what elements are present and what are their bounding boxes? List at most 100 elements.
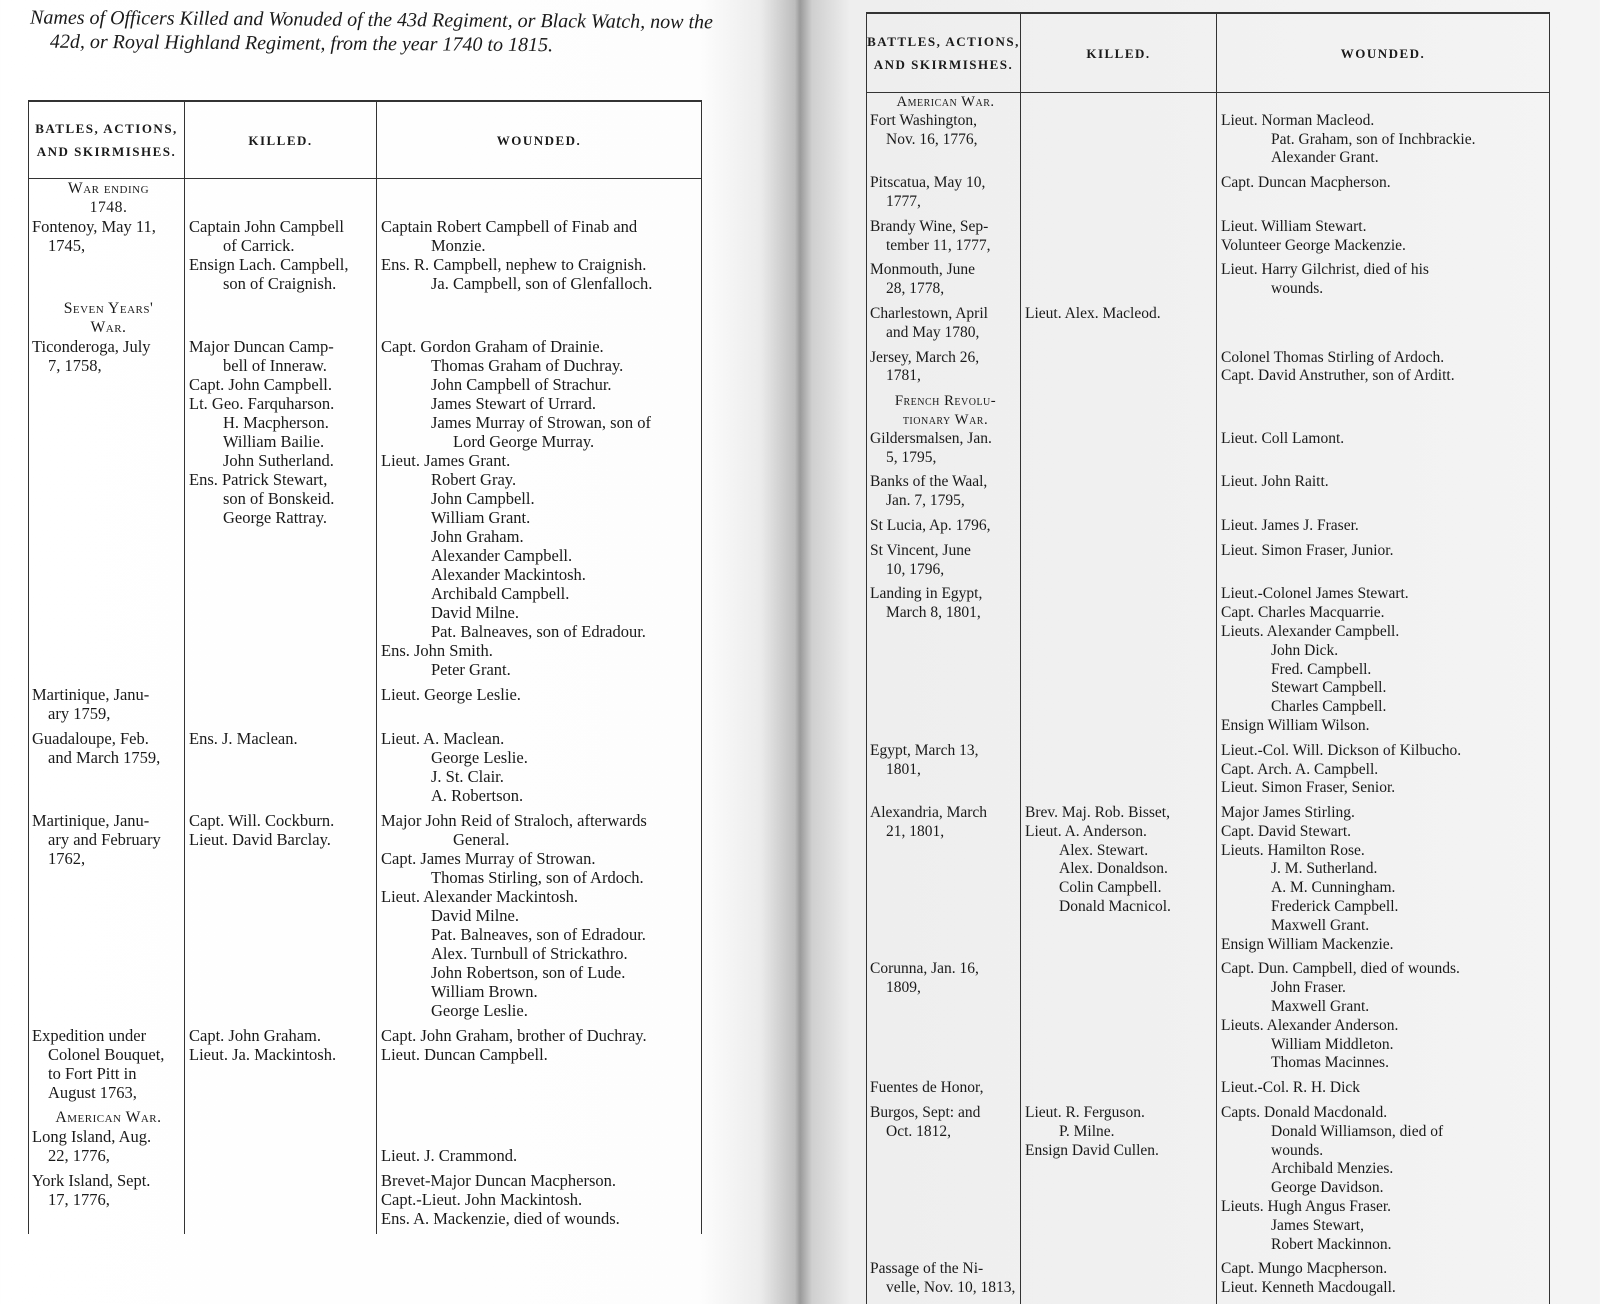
battle-name: Charlestown, April xyxy=(870,304,988,322)
wounded-officer: Capt. Arch. A. Campbell. xyxy=(1221,760,1379,778)
war-heading: Seven Years' xyxy=(63,300,154,317)
wounded-officer: Capt. Duncan Macpherson. xyxy=(1221,174,1391,192)
battle-cell: Expedition under Colonel Bouquet, to Fort … xyxy=(29,1026,185,1108)
battle-cell: York Island, Sept. 17, 1776, xyxy=(29,1171,185,1234)
wounded-officer: David Milne. xyxy=(431,906,519,925)
war-heading: War. xyxy=(90,319,127,336)
wounded-officer: Lieut. John Raitt. xyxy=(1221,473,1329,491)
battle-cell: Guadaloupe, Feb. and March 1759, xyxy=(29,729,185,811)
wounded-officer: Lieut. Harry Gilchrist, died of his xyxy=(1221,261,1429,279)
battle-name: Expedition under xyxy=(32,1026,147,1045)
wounded-officer: Lieut.-Colonel James Stewart. xyxy=(1221,585,1409,603)
wounded-officer: Ensign William Mackenzie. xyxy=(1221,935,1394,953)
table-body: American War. Fort Washington, Nov. 16, 17… xyxy=(867,93,1549,1304)
wounded-officer: John Fraser. xyxy=(1271,979,1346,997)
battle-name: Passage of the Ni- xyxy=(870,1260,984,1278)
wounded-cell: Lieut.-Col. Will. Dickson of Kilbucho. Ca… xyxy=(1217,742,1549,804)
wounded-cell: Capt. Mungo Macpherson. Lieut. Kenneth Ma… xyxy=(1217,1260,1549,1304)
wounded-officer: Lieut. Kenneth Macdougall. xyxy=(1221,1279,1396,1297)
wounded-officer: Lieut. William Stewart. xyxy=(1221,217,1367,235)
wounded-officer: Lieuts. Alexander Anderson. xyxy=(1221,1016,1399,1034)
wounded-officer: George Davidson. xyxy=(1271,1179,1384,1197)
battle-name: Martinique, Janu- xyxy=(32,685,150,704)
battle-cell: Charlestown, April and May 1780, xyxy=(867,305,1021,349)
killed-officer: Lieut. Alex. Macleod. xyxy=(1025,304,1161,322)
wounded-cell: Lieut. Simon Fraser, Junior. xyxy=(1217,542,1549,586)
wounded-officer: Stewart Campbell. xyxy=(1271,679,1387,697)
battle-cell: American War. Fort Washington, Nov. 16, 17… xyxy=(867,93,1021,174)
wounded-cell: Lieut. J. Crammond. xyxy=(377,1108,701,1171)
column-rule xyxy=(376,179,377,1234)
battle-name: Ticonderoga, July xyxy=(32,337,151,356)
wounded-officer: Lieut. Simon Fraser, Junior. xyxy=(1221,541,1394,559)
wounded-cell: Lieut. Coll Lamont. xyxy=(1217,392,1549,473)
killed-cell xyxy=(185,685,377,729)
killed-cell xyxy=(1021,585,1217,741)
wounded-cell: Lieut.-Colonel James Stewart. Capt. Charl… xyxy=(1217,585,1549,741)
battle-cell: Burgos, Sept: and Oct. 1812, xyxy=(867,1104,1021,1260)
wounded-officer: Lieut. James J. Fraser. xyxy=(1221,516,1359,534)
killed-officer: Major Duncan Camp- xyxy=(189,337,334,356)
killed-officer: Brev. Maj. Rob. Bisset, xyxy=(1025,804,1170,822)
killed-officer: Alex. Stewart. xyxy=(1059,841,1149,859)
wounded-officer: Lieut. Simon Fraser, Senior. xyxy=(1221,779,1396,797)
killed-cell: Lieut. Alex. Macleod. xyxy=(1021,305,1217,349)
spacer xyxy=(189,299,377,318)
wounded-officer: Thomas Stirling, son of Ardoch. xyxy=(431,868,644,887)
battle-name: St Vincent, June xyxy=(870,541,971,559)
battle-cell: St Lucia, Ap. 1796, xyxy=(867,517,1021,542)
wounded-officer: William Brown. xyxy=(431,982,538,1001)
table-header: BATTLES, ACTIONS, AND SKIRMISHES. KILLED… xyxy=(867,14,1549,93)
wounded-officer: Lieut. A. Maclean. xyxy=(381,729,505,748)
killed-cell: Brev. Maj. Rob. Bisset, Lieut. A. Anderso… xyxy=(1021,804,1217,960)
wounded-officer: Ens. A. Mackenzie, died of wounds. xyxy=(381,1209,620,1228)
killed-officer: John Sutherland. xyxy=(223,451,334,470)
killed-officer: William Bailie. xyxy=(223,432,325,451)
battle-name: ary 1759, xyxy=(48,704,111,723)
battle-name: Pitscatua, May 10, xyxy=(870,174,986,192)
killed-cell xyxy=(1021,392,1217,473)
wounded-officer: Donald Williamson, died of xyxy=(1271,1122,1444,1140)
killed-officer: Ens. J. Maclean. xyxy=(189,729,298,748)
wounded-officer: Charles Campbell. xyxy=(1271,698,1387,716)
battle-cell: French Revolu-tionary War. Gildersmalsen,… xyxy=(867,392,1021,473)
page-title: Names of Officers Killed and Wonuded of … xyxy=(30,6,714,57)
killed-cell xyxy=(1021,517,1217,542)
battle-name: 1745, xyxy=(48,236,86,255)
killed-officer: Lieut. A. Anderson. xyxy=(1025,822,1147,840)
wounded-officer: George Leslie. xyxy=(431,1001,528,1020)
battle-name: Jan. 7, 1795, xyxy=(886,492,965,510)
spacer xyxy=(381,179,701,198)
killed-cell: Captain John Campbell of Carrick. Ensign L… xyxy=(185,179,377,299)
spacer xyxy=(1221,93,1549,112)
battle-cell: Fuentes de Honor, xyxy=(867,1079,1021,1104)
wounded-cell: Lieut. A. Maclean. George Leslie. J. St. C… xyxy=(377,729,701,811)
spacer xyxy=(189,318,377,337)
battle-name: Gildersmalsen, Jan. xyxy=(870,429,992,447)
killed-cell xyxy=(1021,1079,1217,1104)
wounded-officer: A. M. Cunningham. xyxy=(1271,879,1396,897)
column-rule xyxy=(184,179,185,1234)
battle-name: 7, 1758, xyxy=(48,356,102,375)
wounded-officer: Maxwell Grant. xyxy=(1271,998,1370,1016)
wounded-officer: Lieut. George Leslie. xyxy=(381,685,521,704)
battle-name: 22, 1776, xyxy=(48,1146,110,1165)
battle-name: tember 11, 1777, xyxy=(886,236,991,254)
killed-cell xyxy=(1021,960,1217,1079)
battle-cell: Passage of the Ni-velle, Nov. 10, 1813, xyxy=(867,1260,1021,1304)
killed-officer: Ensign David Cullen. xyxy=(1025,1141,1159,1159)
battle-cell: American War. Long Island, Aug. 22, 1776, xyxy=(29,1108,185,1171)
killed-cell: Lieut. R. Ferguson. P. Milne. Ensign David… xyxy=(1021,1104,1217,1260)
wounded-cell: Lieut. James J. Fraser. xyxy=(1217,517,1549,542)
wounded-cell xyxy=(1217,305,1549,349)
wounded-officer: Alexander Campbell. xyxy=(431,546,573,565)
killed-cell xyxy=(1021,349,1217,393)
battle-name: Fontenoy, May 11, xyxy=(32,217,156,236)
wounded-officer: John Dick. xyxy=(1271,641,1339,659)
wounded-officer: Lieut.-Col. Will. Dickson of Kilbucho. xyxy=(1221,741,1462,759)
wounded-officer: A. Robertson. xyxy=(431,786,524,805)
wounded-officer: wounds. xyxy=(1271,1141,1324,1159)
war-heading: American War. xyxy=(55,1109,162,1126)
killed-officer: Capt. John Graham. xyxy=(189,1026,321,1045)
battle-name: ary and February xyxy=(48,830,161,849)
